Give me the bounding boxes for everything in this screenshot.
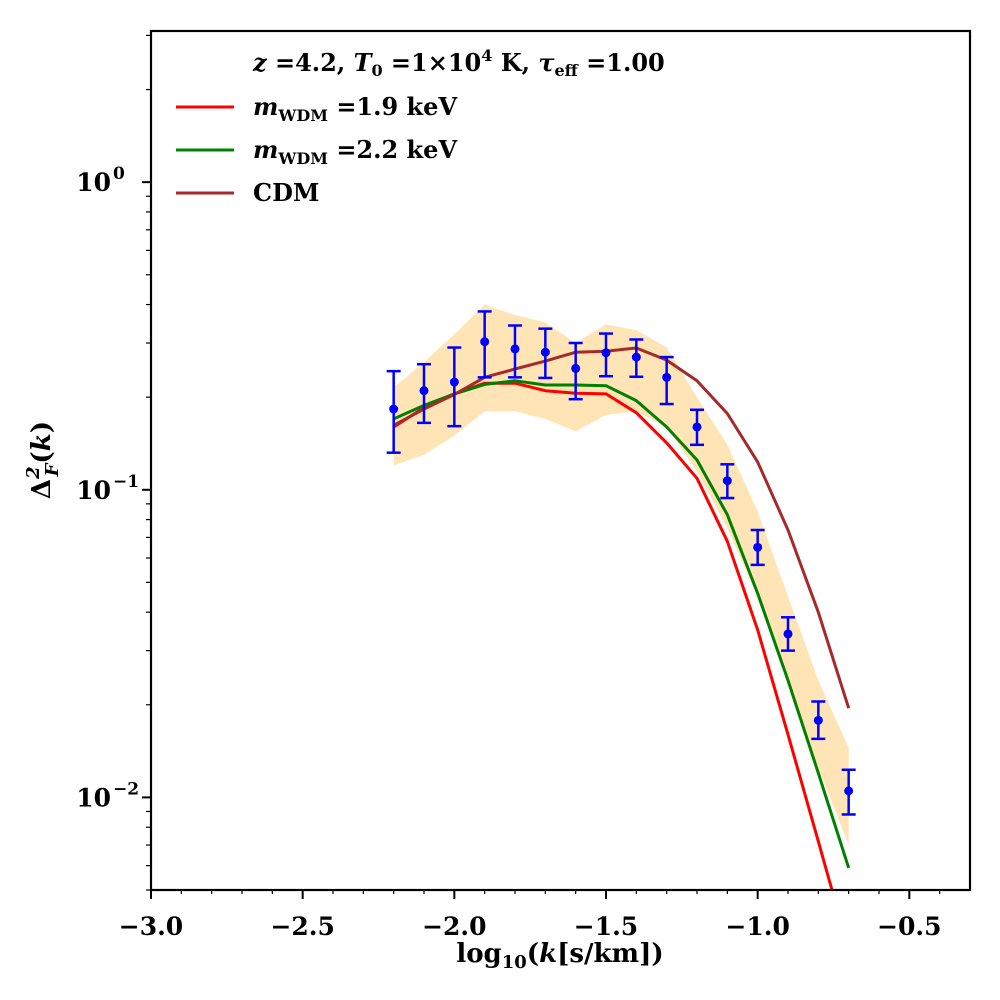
legend-label-sub: WDM [277, 149, 328, 168]
legend-header-t: T [354, 48, 374, 77]
model-lines-layer [392, 346, 851, 890]
x-axis-title-units: [s/km]) [557, 939, 664, 969]
y-axis-title-sup: 2 [23, 466, 44, 480]
data-point-marker [662, 372, 672, 382]
y-tick-label: 10 [76, 168, 111, 197]
legend-header-z: z [252, 48, 268, 77]
data-point-marker [389, 404, 399, 414]
data-points-layer [386, 310, 856, 816]
data-point-6 [568, 341, 583, 401]
uncertainty-band-layer [393, 304, 849, 846]
x-tick-label: −3.0 [119, 912, 183, 941]
data-point-marker [601, 348, 611, 358]
y-tick-label: 10 [76, 476, 111, 505]
data-point-1 [417, 362, 431, 425]
legend-label-rest: =2.2 keV [328, 135, 457, 164]
y-tick-exponent: 0 [113, 164, 125, 184]
data-point-5 [538, 327, 553, 380]
data-point-3 [477, 310, 492, 379]
legend-label-main: m [253, 92, 278, 121]
data-point-marker [753, 542, 763, 552]
data-point-marker [722, 476, 732, 486]
data-point-marker [540, 347, 550, 357]
series-line-1 [393, 379, 851, 869]
y-axis-title-k: k [27, 433, 57, 451]
legend-header-tsub: 0 [371, 61, 382, 80]
x-tick-label: −1.5 [574, 912, 638, 941]
data-point-marker [813, 715, 823, 725]
data-point-marker [692, 422, 702, 432]
data-point-marker [571, 363, 581, 373]
legend-header-tunit: K, [492, 48, 538, 77]
data-point-marker [480, 337, 490, 347]
legend-header-tausub: eff [554, 61, 578, 80]
data-point-11 [720, 463, 735, 500]
x-axis-ticks: −3.0 −2.5 −2.0 −1.5 −1.0 −0.5 [119, 890, 942, 941]
series-line-2 [392, 346, 851, 709]
data-point-4 [508, 324, 522, 379]
x-axis-title-k: k [539, 939, 557, 969]
y-tick-exponent: −2 [113, 779, 139, 799]
y-axis-title-group: Δ2F(k) [23, 421, 63, 499]
plot-frame [149, 29, 972, 892]
y-tick-exponent: −1 [113, 472, 139, 492]
x-tick-label: −1.0 [725, 912, 789, 941]
legend-header-tauval: =1.00 [578, 48, 665, 77]
y-tick-label: 10 [76, 783, 111, 812]
data-point-7 [599, 332, 613, 378]
data-point-marker [419, 386, 429, 396]
uncertainty-band [393, 304, 849, 846]
data-point-0 [386, 369, 401, 454]
legend-header-zval: =4.2, [267, 48, 354, 77]
legend-label-2: CDM [253, 178, 319, 207]
data-point-marker [631, 352, 641, 362]
legend-header: z =4.2, T0 =1×104 K, τeff =1.00 [252, 46, 665, 80]
x-axis-title-sub: 10 [502, 952, 527, 973]
data-point-marker [783, 629, 793, 639]
x-axis-title: log10(k[s/km]) [456, 939, 663, 973]
legend-label-0: mWDM =1.9 keV [253, 92, 457, 125]
data-point-9 [659, 355, 674, 406]
legend-label-rest: =1.9 keV [328, 92, 457, 121]
legend-label-sub: WDM [277, 106, 328, 125]
data-point-8 [629, 338, 644, 379]
legend-header-tau: τ [538, 48, 555, 77]
y-axis-title-sub: F [42, 462, 63, 477]
y-axis-title: Δ2F(k) [23, 421, 63, 499]
y-axis-title-close: ) [27, 421, 57, 433]
legend-label-main: m [253, 135, 278, 164]
legend: z =4.2, T0 =1×104 K, τeff =1.00 mWDM =1.… [176, 46, 665, 207]
data-point-2 [447, 346, 462, 428]
data-point-15 [841, 768, 856, 816]
x-tick-label: −2.0 [422, 912, 486, 941]
legend-header-tval: =1×10 [383, 48, 482, 77]
x-tick-label: −0.5 [877, 912, 941, 941]
x-axis-title-rest: ( [527, 939, 539, 969]
y-axis-title-rest: ( [27, 451, 57, 463]
data-point-marker [449, 377, 459, 387]
data-point-10 [690, 408, 704, 447]
legend-label-1: mWDM =2.2 keV [253, 135, 457, 168]
x-tick-label: −2.5 [270, 912, 334, 941]
data-point-14 [811, 700, 826, 741]
data-point-12 [750, 528, 765, 567]
data-point-13 [781, 616, 795, 652]
legend-header-texp: 4 [481, 46, 492, 65]
data-point-marker [510, 344, 520, 354]
data-point-marker [844, 786, 854, 796]
